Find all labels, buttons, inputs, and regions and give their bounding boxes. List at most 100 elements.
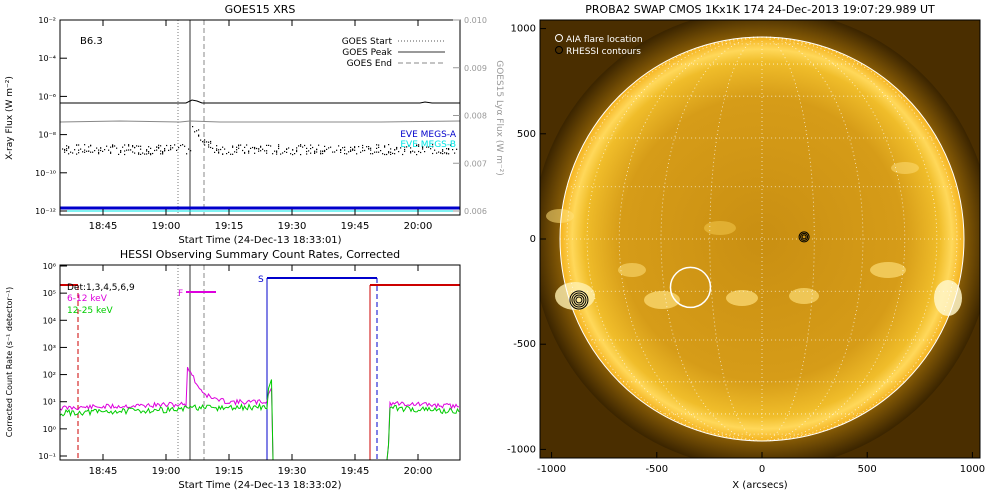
goes-short-channel-point bbox=[366, 146, 368, 148]
goes-short-channel-point bbox=[376, 147, 378, 149]
hessi-y-axis-label: Corrected Count Rate (s⁻¹ detector⁻¹) bbox=[5, 287, 14, 438]
grid-longitude-line bbox=[761, 36, 906, 442]
goes-short-channel-point bbox=[358, 146, 360, 148]
goes-short-channel-point bbox=[112, 145, 114, 147]
goes-short-channel-point bbox=[206, 141, 208, 143]
goes-x-tick-label: 19:00 bbox=[152, 221, 181, 232]
swap-x-axis-ticks: -1000 -500 0 500 1000 bbox=[537, 452, 985, 475]
goes-short-channel-point bbox=[66, 145, 68, 147]
swap-active-regions bbox=[546, 162, 962, 316]
goes-short-channel-point bbox=[288, 147, 290, 149]
goes-short-channel-point bbox=[336, 149, 338, 151]
goes-short-channel-point bbox=[164, 150, 166, 152]
goes-short-channel-point bbox=[62, 148, 64, 150]
goes-short-channel-point bbox=[210, 142, 212, 144]
goes-short-channel-point bbox=[368, 148, 370, 150]
hessi-12-25kev-series bbox=[60, 379, 460, 460]
hessi-x-tick-label: 19:30 bbox=[278, 466, 307, 477]
goes-short-channel-point bbox=[296, 149, 298, 151]
aia-legend-symbol bbox=[555, 34, 563, 42]
goes-y-tick-label: 10⁻⁶ bbox=[38, 92, 56, 101]
goes-short-channel-point bbox=[198, 135, 200, 137]
goes-short-channel-point bbox=[434, 149, 436, 151]
goes-short-channel-point bbox=[138, 152, 140, 154]
goes-short-channel-point bbox=[300, 144, 302, 146]
goes-short-channel-point bbox=[88, 150, 90, 152]
goes-short-channel-point bbox=[66, 148, 68, 150]
goes-short-channel-point bbox=[72, 152, 74, 154]
legend-goes-start: GOES Start bbox=[342, 37, 393, 47]
goes-short-channel-point bbox=[244, 151, 246, 154]
rhessi-contour-ring bbox=[801, 234, 807, 240]
goes-short-channel-point bbox=[344, 146, 346, 148]
goes-short-channel-point bbox=[112, 146, 114, 148]
goes-short-channel-point bbox=[314, 152, 316, 154]
goes-short-channel-point bbox=[396, 148, 398, 150]
goes-short-channel-point bbox=[386, 153, 388, 156]
goes-short-channel-point bbox=[350, 150, 352, 152]
hessi-plot-frame bbox=[59, 264, 461, 461]
goes-short-channel-point bbox=[128, 144, 130, 146]
goes-short-channel-point bbox=[226, 153, 228, 155]
goes-short-channel-point bbox=[304, 144, 306, 147]
hessi-plot-area bbox=[60, 265, 460, 460]
goes-short-channel-point bbox=[266, 144, 268, 146]
goes-short-channel-point bbox=[282, 152, 284, 154]
grid-longitude-line bbox=[761, 36, 864, 442]
goes-short-channel-point bbox=[330, 146, 332, 148]
goes-short-channel-point bbox=[250, 147, 252, 149]
goes-short-channel-point bbox=[328, 147, 330, 149]
goes-short-channel-point bbox=[418, 150, 420, 153]
goes-short-channel-point bbox=[280, 153, 282, 155]
goes-short-channel-point bbox=[266, 152, 268, 154]
goes-short-channel-point bbox=[68, 146, 70, 148]
grid-longitude-line bbox=[586, 36, 763, 442]
goes-short-channel-point bbox=[74, 149, 76, 151]
goes-short-channel-point bbox=[384, 145, 386, 147]
goes-short-channel-point bbox=[440, 152, 442, 154]
goes-short-channel-point bbox=[204, 144, 206, 146]
goes-short-channel-point bbox=[218, 149, 220, 151]
goes-short-channel-point bbox=[372, 153, 374, 155]
goes-short-channel-point bbox=[362, 144, 364, 147]
hessi-x-tick-label: 19:45 bbox=[341, 466, 370, 477]
legend-6-12kev: 6-12 keV bbox=[67, 294, 108, 304]
goes-short-channel-point bbox=[68, 147, 70, 149]
goes-short-channel-point bbox=[324, 150, 326, 153]
grid-longitude-line bbox=[618, 36, 763, 442]
goes-short-channel-point bbox=[254, 152, 256, 154]
goes-short-channel-point bbox=[66, 149, 68, 152]
goes-y-tick-label: 10⁻¹² bbox=[35, 207, 56, 216]
goes-short-channel-point bbox=[90, 145, 92, 147]
goes-short-channel-point bbox=[78, 144, 80, 146]
goes-y2-tick-label: 0.009 bbox=[464, 64, 487, 73]
goes-short-channel-point bbox=[178, 147, 180, 149]
goes-short-channel-point bbox=[90, 151, 92, 153]
goes-short-channel-point bbox=[294, 153, 296, 155]
goes-y2-axis-ticks: 0.006 0.007 0.008 0.009 0.010 bbox=[453, 16, 487, 216]
goes-short-channel-point bbox=[320, 152, 322, 154]
goes-x-tick-label: 19:30 bbox=[278, 221, 307, 232]
goes-short-channel-point bbox=[316, 151, 318, 153]
goes-short-channel-point bbox=[150, 153, 152, 155]
goes-short-channel-point bbox=[198, 129, 200, 131]
goes-short-channel-point bbox=[398, 151, 400, 153]
rhessi-contour-ring bbox=[800, 232, 809, 241]
goes-short-channel-point bbox=[188, 148, 190, 150]
goes-short-channel-point bbox=[84, 149, 86, 151]
rhessi-contour-ring bbox=[575, 296, 583, 304]
goes-short-channel-point bbox=[354, 146, 356, 148]
goes-short-channel-point bbox=[408, 145, 410, 147]
goes-short-channel-point bbox=[290, 153, 292, 155]
goes-short-channel-point bbox=[80, 148, 82, 150]
goes-short-channel-point bbox=[122, 146, 124, 148]
goes-short-channel-point bbox=[84, 144, 86, 146]
goes-short-channel-point bbox=[214, 151, 216, 153]
goes-short-channel-point bbox=[392, 152, 394, 154]
swap-solar-disk bbox=[560, 37, 964, 441]
hessi-x-axis-label: Start Time (24-Dec-13 18:33:02) bbox=[178, 480, 341, 491]
goes-short-channel-point bbox=[300, 154, 302, 156]
goes-short-channel-point bbox=[276, 151, 278, 153]
goes-short-channel-point bbox=[442, 153, 444, 155]
goes-short-channel-point bbox=[302, 146, 304, 148]
